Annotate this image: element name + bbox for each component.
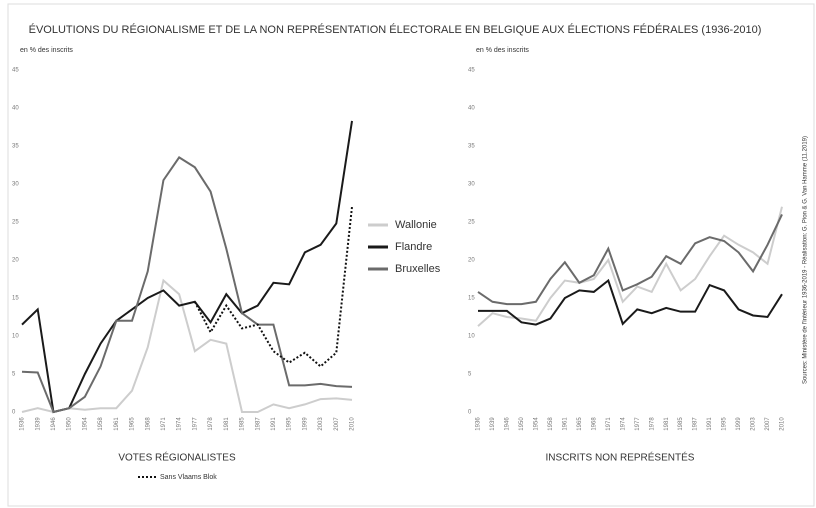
- x-tick-label: 1977: [192, 417, 198, 431]
- x-tick-label: 1958: [548, 417, 554, 431]
- series-line: [477, 213, 783, 306]
- x-tick-label: 1995: [287, 417, 293, 431]
- x-tick-label: 1978: [649, 417, 655, 431]
- x-tick-label: 1965: [577, 417, 583, 431]
- x-tick-label: 1954: [82, 417, 88, 431]
- y-tick-label: 0: [468, 410, 472, 416]
- y-tick-label: 20: [468, 258, 475, 264]
- x-tick-label: 1981: [664, 417, 670, 431]
- x-tick-label: 1971: [606, 417, 612, 431]
- y-tick-label: 10: [12, 334, 19, 340]
- x-tick-label: 1939: [35, 417, 41, 431]
- x-tick-label: 1977: [635, 417, 641, 431]
- y-axis-label: en % des inscrits: [20, 47, 73, 54]
- x-tick-label: 1939: [490, 417, 496, 431]
- x-tick-label: 2003: [318, 417, 324, 431]
- y-axis-label: en % des inscrits: [476, 47, 529, 54]
- x-tick-label: 1971: [161, 417, 167, 431]
- series-line: [478, 278, 783, 326]
- x-tick-label: 1995: [722, 417, 728, 431]
- source: Sources: Ministère de l'Intérieur 1936-2…: [803, 136, 809, 384]
- y-tick-label: 45: [468, 68, 475, 74]
- y-tick-label: 5: [468, 372, 472, 378]
- subplot-title: INSCRITS NON REPRÉSENTÉS: [546, 451, 695, 464]
- y-tick-label: 0: [12, 410, 16, 416]
- x-tick-label: 1974: [177, 417, 183, 431]
- x-tick-label: 1961: [562, 417, 568, 431]
- legend-label: Sans Vlaams Blok: [160, 474, 217, 481]
- chart-title: ÉVOLUTIONS DU RÉGIONALISME ET DE LA NON …: [29, 23, 762, 36]
- x-tick-label: 2007: [334, 417, 340, 431]
- y-tick-label: 30: [468, 182, 475, 188]
- x-tick-label: 2010: [780, 417, 786, 431]
- legend-label: Bruxelles: [395, 263, 441, 275]
- x-tick-label: 1946: [51, 417, 57, 431]
- y-tick-label: 35: [12, 144, 19, 150]
- y-tick-label: 5: [12, 372, 16, 378]
- x-tick-label: 1968: [145, 417, 151, 431]
- x-tick-label: 1946: [505, 417, 511, 431]
- x-tick-label: 1965: [130, 417, 136, 431]
- x-tick-label: 1978: [208, 417, 214, 431]
- y-tick-label: 15: [12, 296, 19, 302]
- x-tick-label: 1999: [736, 417, 742, 431]
- x-tick-label: 1985: [678, 417, 684, 431]
- frame: [7, 3, 815, 507]
- x-tick-label: 1974: [620, 417, 626, 431]
- x-tick-label: 1954: [533, 417, 539, 431]
- x-tick-label: 1968: [591, 417, 597, 431]
- x-tick-label: 2003: [751, 417, 757, 431]
- x-tick-label: 1961: [114, 417, 120, 431]
- y-tick-label: 10: [468, 334, 475, 340]
- y-tick-label: 30: [12, 182, 19, 188]
- x-tick-label: 1985: [240, 417, 246, 431]
- legend-label: Flandre: [395, 241, 432, 253]
- x-tick-label: 1936: [20, 417, 26, 431]
- series-line: [21, 278, 353, 414]
- subplot-title: VOTES RÉGIONALISTES: [118, 451, 236, 464]
- x-tick-label: 1950: [67, 417, 73, 431]
- x-tick-label: 1987: [255, 417, 261, 431]
- y-tick-label: 40: [468, 106, 475, 112]
- series-line: [21, 156, 353, 414]
- x-tick-label: 1987: [693, 417, 699, 431]
- x-tick-label: 1991: [271, 417, 277, 431]
- legend-label: Wallonie: [395, 219, 437, 231]
- y-tick-label: 25: [468, 220, 475, 226]
- x-tick-label: 2007: [765, 417, 771, 431]
- series-line: [193, 206, 353, 368]
- y-tick-label: 35: [468, 144, 475, 150]
- y-tick-label: 20: [12, 258, 19, 264]
- x-tick-label: 1958: [98, 417, 104, 431]
- series-line: [477, 206, 783, 327]
- x-tick-label: 1981: [224, 417, 230, 431]
- series-line: [21, 120, 353, 414]
- x-tick-label: 1991: [707, 417, 713, 431]
- x-tick-label: 1999: [302, 417, 308, 431]
- y-tick-label: 15: [468, 296, 475, 302]
- y-tick-label: 40: [12, 106, 19, 112]
- x-tick-label: 1950: [519, 417, 525, 431]
- y-tick-label: 45: [12, 68, 19, 74]
- x-tick-label: 2010: [350, 417, 356, 431]
- y-tick-label: 25: [12, 220, 19, 226]
- x-tick-label: 1936: [476, 417, 482, 431]
